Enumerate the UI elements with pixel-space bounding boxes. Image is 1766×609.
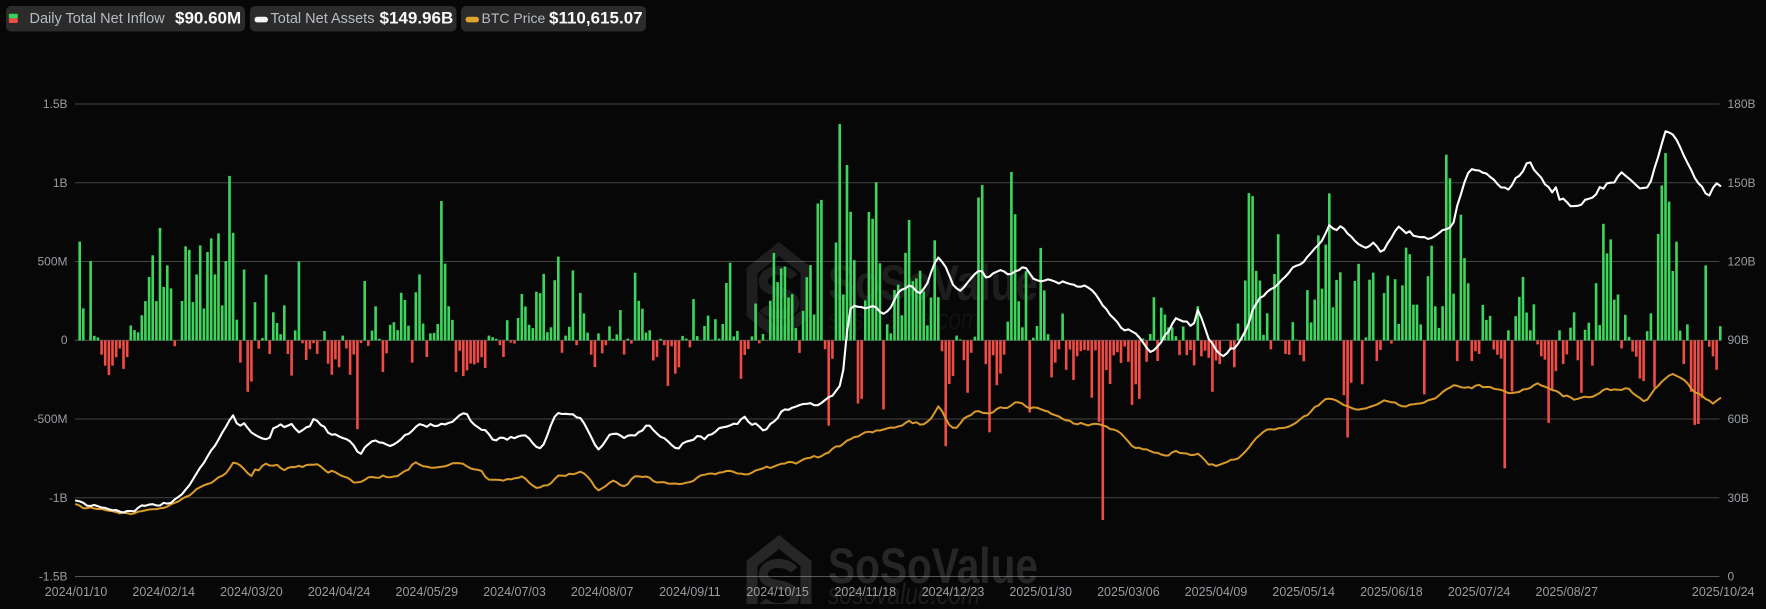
svg-text:2025/04/09: 2025/04/09 xyxy=(1185,585,1248,599)
svg-text:30B: 30B xyxy=(1728,491,1749,505)
svg-text:1.5B: 1.5B xyxy=(43,97,68,111)
svg-text:2025/01/30: 2025/01/30 xyxy=(1009,585,1072,599)
svg-text:$149.96B: $149.96B xyxy=(380,9,454,28)
svg-text:2025/06/18: 2025/06/18 xyxy=(1360,585,1423,599)
svg-text:2024/01/10: 2024/01/10 xyxy=(45,585,108,599)
svg-text:2025/03/06: 2025/03/06 xyxy=(1097,585,1160,599)
svg-text:0: 0 xyxy=(1728,570,1735,584)
svg-text:2024/03/20: 2024/03/20 xyxy=(220,585,283,599)
svg-text:2024/02/14: 2024/02/14 xyxy=(132,585,195,599)
svg-text:2025/10/24: 2025/10/24 xyxy=(1692,585,1755,599)
svg-text:90B: 90B xyxy=(1728,333,1749,347)
svg-text:-1B: -1B xyxy=(49,491,68,505)
svg-text:Total Net Assets: Total Net Assets xyxy=(271,11,375,27)
svg-text:Daily Total Net Inflow: Daily Total Net Inflow xyxy=(30,11,166,27)
svg-text:120B: 120B xyxy=(1728,255,1756,269)
svg-text:1B: 1B xyxy=(53,176,68,190)
svg-text:500M: 500M xyxy=(37,255,67,269)
svg-text:2024/11/18: 2024/11/18 xyxy=(834,585,896,599)
svg-text:2025/05/14: 2025/05/14 xyxy=(1272,585,1335,599)
svg-text:-500M: -500M xyxy=(33,412,67,426)
svg-text:2024/07/03: 2024/07/03 xyxy=(483,585,546,599)
svg-text:BTC Price: BTC Price xyxy=(482,10,546,26)
svg-text:2025/07/24: 2025/07/24 xyxy=(1448,585,1511,599)
svg-text:2024/08/07: 2024/08/07 xyxy=(571,585,634,599)
svg-text:2024/10/15: 2024/10/15 xyxy=(746,585,809,599)
svg-text:2024/04/24: 2024/04/24 xyxy=(308,585,371,599)
svg-text:2024/09/11: 2024/09/11 xyxy=(659,585,721,599)
svg-text:150B: 150B xyxy=(1728,176,1756,190)
svg-text:$90.60M: $90.60M xyxy=(175,9,241,28)
svg-text:60B: 60B xyxy=(1728,412,1749,426)
svg-text:2025/08/27: 2025/08/27 xyxy=(1536,585,1599,599)
svg-text:2024/05/29: 2024/05/29 xyxy=(396,585,459,599)
svg-text:-1.5B: -1.5B xyxy=(39,570,68,584)
svg-text:2024/12/23: 2024/12/23 xyxy=(922,585,985,599)
svg-text:180B: 180B xyxy=(1728,97,1756,111)
svg-text:$110,615.07: $110,615.07 xyxy=(549,9,643,28)
svg-text:0: 0 xyxy=(61,333,68,347)
